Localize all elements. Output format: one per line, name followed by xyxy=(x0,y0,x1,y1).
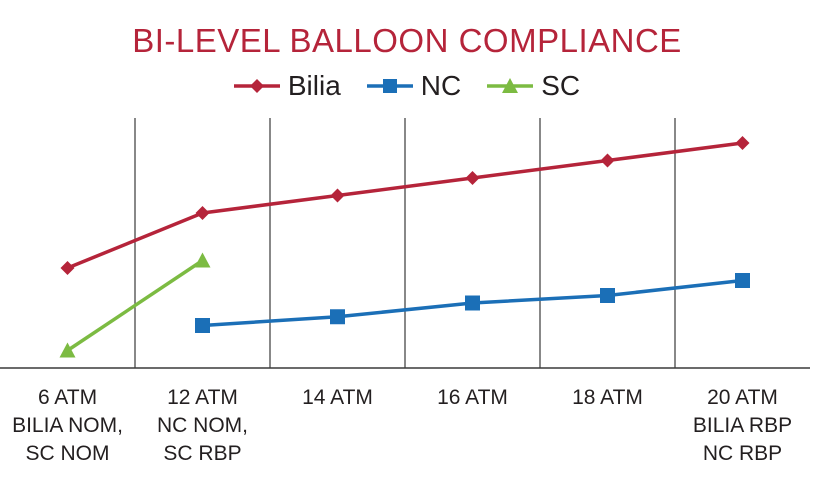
data-point-bilia xyxy=(60,261,75,275)
series-line-sc xyxy=(66,259,204,352)
chart-title: BI-LEVEL BALLOON COMPLIANCE xyxy=(132,22,682,59)
x-tick-label: 16 ATM xyxy=(437,386,508,409)
data-point-nc xyxy=(735,273,750,288)
data-point-bilia xyxy=(195,206,210,220)
data-point-bilia xyxy=(600,153,615,168)
legend-item-nc: NC xyxy=(366,70,462,102)
x-tick-label: SC RBP xyxy=(163,442,241,465)
data-point-nc xyxy=(330,309,345,325)
x-tick-label: 12 ATM xyxy=(167,386,238,409)
x-tick-label: 6 ATM xyxy=(38,386,97,409)
legend: Bilia NC SC xyxy=(0,70,814,102)
data-point-bilia xyxy=(735,136,750,150)
data-point-nc xyxy=(195,318,210,333)
data-point-nc xyxy=(600,288,615,303)
data-point-nc xyxy=(465,295,480,311)
data-point-sc xyxy=(59,342,76,358)
legend-item-sc: SC xyxy=(487,70,580,102)
data-point-bilia xyxy=(465,171,480,185)
diamond-marker-icon xyxy=(233,79,280,93)
x-tick-label: 18 ATM xyxy=(572,386,643,409)
x-tick-label: NC RBP xyxy=(703,442,782,465)
legend-label: SC xyxy=(541,70,581,101)
data-point-sc xyxy=(194,252,211,268)
legend-label: NC xyxy=(420,70,462,101)
legend-label: Bilia xyxy=(287,70,341,101)
x-tick-label: BILIA RBP xyxy=(693,414,792,437)
legend-item-bilia: Bilia xyxy=(233,70,341,102)
square-marker-icon xyxy=(366,79,413,93)
series-line-bilia xyxy=(66,141,743,270)
triangle-marker-icon xyxy=(487,78,534,93)
x-tick-label: SC NOM xyxy=(26,442,110,465)
x-tick-label: 20 ATM xyxy=(707,386,778,409)
x-tick-label: BILIA NOM, xyxy=(12,414,123,437)
data-point-bilia xyxy=(330,188,345,203)
x-tick-label: NC NOM, xyxy=(157,414,248,437)
x-tick-label: 14 ATM xyxy=(302,386,373,409)
